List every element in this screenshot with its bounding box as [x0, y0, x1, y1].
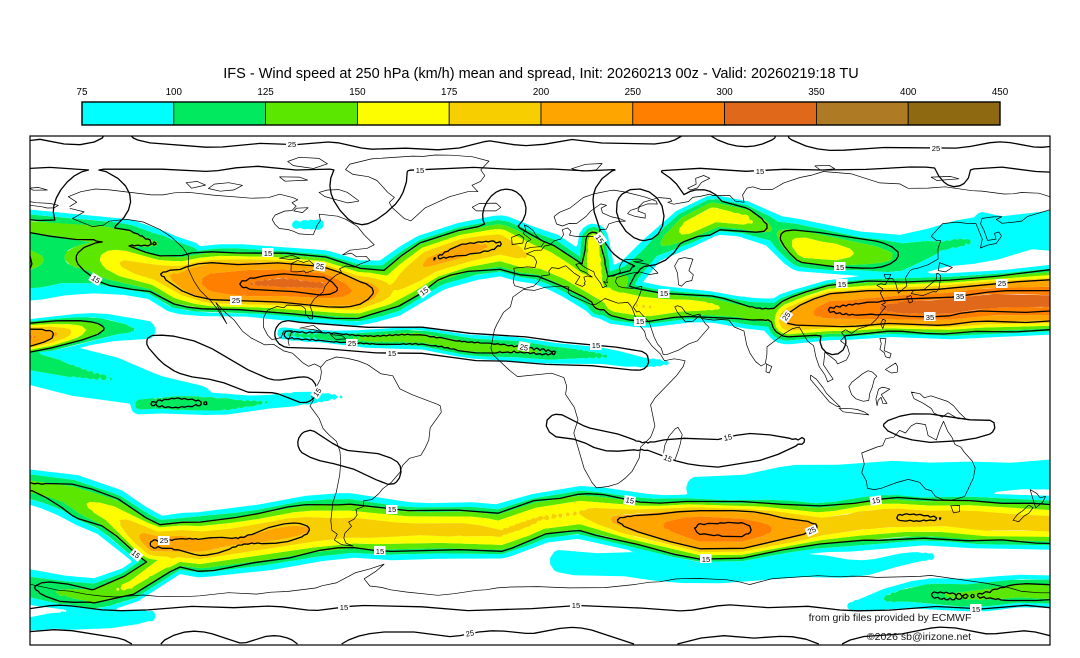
svg-text:15: 15 [311, 386, 323, 398]
svg-text:15: 15 [636, 317, 644, 326]
svg-text:200: 200 [533, 87, 550, 98]
svg-text:15: 15 [388, 349, 396, 358]
svg-text:15: 15 [662, 453, 673, 464]
svg-text:25: 25 [932, 144, 940, 153]
svg-text:100: 100 [166, 87, 183, 98]
svg-text:15: 15 [416, 166, 424, 175]
svg-text:35: 35 [926, 313, 934, 322]
svg-text:25: 25 [519, 342, 529, 352]
svg-text:15: 15 [376, 547, 384, 556]
svg-text:35: 35 [956, 292, 964, 301]
svg-text:15: 15 [625, 495, 635, 505]
svg-text:125: 125 [257, 87, 274, 98]
svg-text:15: 15 [593, 233, 605, 245]
svg-text:15: 15 [838, 280, 846, 289]
svg-text:15: 15 [836, 263, 844, 272]
svg-text:25: 25 [998, 279, 1006, 288]
svg-text:75: 75 [77, 87, 88, 98]
svg-text:25: 25 [465, 628, 475, 638]
svg-text:IFS - Wind speed at 250 hPa (k: IFS - Wind speed at 250 hPa (km/h) mean … [223, 66, 858, 82]
svg-text:175: 175 [441, 87, 458, 98]
svg-text:15: 15 [572, 601, 580, 610]
svg-text:400: 400 [900, 87, 917, 98]
svg-text:15: 15 [592, 341, 600, 350]
svg-text:15: 15 [90, 273, 102, 285]
svg-text:350: 350 [808, 87, 825, 98]
svg-text:15: 15 [723, 432, 733, 443]
svg-text:15: 15 [388, 505, 396, 514]
svg-text:25: 25 [160, 536, 168, 545]
svg-text:150: 150 [349, 87, 366, 98]
svg-text:15: 15 [340, 603, 348, 612]
svg-text:15: 15 [756, 167, 764, 176]
svg-text:25: 25 [232, 296, 240, 305]
svg-text:©2026 sb@irizone.net: ©2026 sb@irizone.net [867, 631, 971, 643]
svg-text:15: 15 [702, 555, 710, 564]
svg-text:25: 25 [315, 261, 325, 271]
svg-text:from grib files provided by EC: from grib files provided by ECMWF [809, 612, 972, 624]
svg-text:15: 15 [972, 605, 980, 614]
svg-text:300: 300 [716, 87, 733, 98]
svg-text:250: 250 [625, 87, 642, 98]
svg-text:25: 25 [348, 339, 356, 348]
svg-text:25: 25 [288, 140, 296, 149]
svg-text:15: 15 [264, 249, 272, 258]
svg-text:15: 15 [660, 289, 668, 298]
svg-text:450: 450 [992, 87, 1009, 98]
svg-text:25: 25 [780, 310, 792, 322]
svg-text:25: 25 [806, 525, 817, 537]
svg-text:15: 15 [871, 495, 881, 505]
